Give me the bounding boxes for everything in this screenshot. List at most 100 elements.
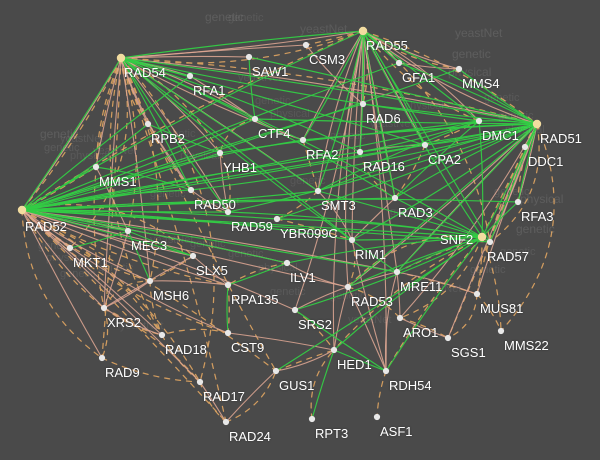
- edge-RAD24-GUS1: [225, 370, 277, 423]
- edge-YHB1-RAD59: [219, 152, 231, 213]
- node-RAD55[interactable]: [358, 26, 368, 36]
- node-MSH6[interactable]: [146, 277, 154, 285]
- node-RAD6[interactable]: [359, 100, 367, 108]
- edge-RAD54-RAD17: [120, 57, 215, 383]
- node-YHB1[interactable]: [216, 149, 224, 157]
- edge-RAD52-YBR099C: [21, 209, 278, 220]
- node-MMS4[interactable]: [455, 65, 463, 73]
- node-RPA135[interactable]: [224, 281, 232, 289]
- node-RAD16[interactable]: [356, 148, 364, 156]
- node-RFA1[interactable]: [186, 72, 194, 80]
- edge-RAD54-RAD55: [120, 30, 364, 59]
- node-RAD51[interactable]: [532, 119, 542, 129]
- edge-RAD24-GUS1: [225, 370, 277, 423]
- edge-RAD51-GFA1: [398, 62, 538, 125]
- node-CSM3[interactable]: [302, 41, 310, 49]
- node-CPA2[interactable]: [421, 141, 429, 149]
- node-RAD24[interactable]: [222, 418, 230, 426]
- edge-RAD51-RAD3: [394, 123, 538, 199]
- node-RAD57[interactable]: [486, 238, 494, 246]
- edge-SNF2-RAD3: [394, 197, 483, 238]
- edge-RAD55-HED1: [332, 30, 364, 351]
- edge-ARO1-SGS1: [399, 317, 449, 339]
- edge-XRS2-RAD18: [103, 307, 163, 336]
- node-XRS2[interactable]: [100, 304, 108, 312]
- node-YBR099C[interactable]: [273, 215, 281, 223]
- edge-DMC1-RAD3: [394, 120, 480, 199]
- edge-RAD54-RAD51: [120, 57, 538, 125]
- edge-RAD52-CTF4: [21, 118, 256, 211]
- node-SAW1[interactable]: [245, 53, 253, 61]
- node-RAD50[interactable]: [187, 186, 195, 194]
- edge-RAD53-ARO1: [347, 286, 401, 319]
- node-GUS1[interactable]: [272, 367, 280, 375]
- node-GFA1[interactable]: [395, 59, 403, 67]
- node-RFA3[interactable]: [514, 198, 522, 206]
- edge-RAD55-CPA2: [362, 30, 426, 146]
- node-SMT3[interactable]: [314, 187, 322, 195]
- node-RAD9[interactable]: [98, 354, 106, 362]
- edge-RAD54-MRE11: [120, 57, 398, 273]
- node-CTF4[interactable]: [251, 115, 259, 123]
- node-RPB2[interactable]: [144, 120, 152, 128]
- node-MUS81[interactable]: [473, 290, 481, 298]
- edge-MSH6-RAD18: [149, 280, 163, 336]
- node-SLX5[interactable]: [189, 252, 197, 260]
- node-CST9[interactable]: [224, 329, 232, 337]
- node-MKT1[interactable]: [66, 244, 74, 252]
- edge-RAD54-MMS1: [95, 57, 122, 168]
- edge-RAD51-RAD50: [190, 123, 538, 191]
- node-RAD53[interactable]: [344, 283, 352, 291]
- node-MRE11[interactable]: [393, 268, 401, 276]
- edge-GFA1-MMS4: [398, 62, 460, 70]
- edge-MUS81-SGS1: [447, 293, 478, 339]
- node-ARO1[interactable]: [396, 314, 404, 322]
- node-RAD17[interactable]: [196, 378, 204, 386]
- edge-SNF2-SMT3: [317, 190, 483, 238]
- edge-GUS1-HED1: [275, 349, 335, 372]
- node-RAD52[interactable]: [17, 205, 27, 215]
- edge-RAD52-GFA1: [21, 62, 400, 211]
- node-RAD18[interactable]: [158, 331, 166, 339]
- node-RPT3[interactable]: [308, 415, 316, 423]
- node-MMS1[interactable]: [92, 163, 100, 171]
- edge-CST9-RAD18: [161, 328, 229, 336]
- node-ASF1[interactable]: [373, 413, 381, 421]
- edge-SNF2-MMS22: [481, 236, 502, 332]
- edge-RAD54-RAD52: [21, 57, 122, 211]
- edge-SMT3-RIM1: [317, 190, 353, 241]
- edge-MEC3-MKT1: [69, 230, 129, 249]
- node-MEC3[interactable]: [124, 227, 132, 235]
- edge-RAD51-SAW1: [248, 56, 538, 125]
- node-SNF2[interactable]: [477, 232, 487, 242]
- nodes-group: [17, 26, 542, 426]
- edge-RAD55-MMS4: [362, 30, 460, 70]
- node-MMS22[interactable]: [497, 327, 505, 335]
- node-SGS1[interactable]: [444, 334, 452, 342]
- edge-RAD52-MSH6: [21, 209, 151, 282]
- edge-SNF2-HED1: [333, 236, 483, 351]
- node-RDH54[interactable]: [382, 367, 390, 375]
- node-DMC1[interactable]: [475, 117, 483, 125]
- node-RAD54[interactable]: [116, 53, 126, 63]
- node-SRS2[interactable]: [291, 306, 299, 314]
- edge-RAD55-RAD3: [362, 30, 396, 199]
- edge-RAD51-CTF4: [254, 118, 538, 125]
- edge-SNF2-HED1: [333, 236, 483, 351]
- edge-RAD51-RFA3: [517, 123, 538, 203]
- node-RAD59[interactable]: [224, 208, 232, 216]
- node-RFA2[interactable]: [299, 136, 307, 144]
- edge-RPT3-HED1: [310, 349, 335, 420]
- edge-SLX5-RPA135: [192, 255, 229, 286]
- node-RIM1[interactable]: [348, 236, 356, 244]
- edge-RAD54-RAD16: [120, 57, 361, 153]
- node-ILV1[interactable]: [283, 259, 291, 267]
- node-DDC1[interactable]: [521, 143, 529, 151]
- node-HED1[interactable]: [330, 346, 338, 354]
- edge-RAD54-RAD55: [120, 30, 364, 59]
- node-RAD3[interactable]: [391, 194, 399, 202]
- edge-RAD55-SNF2: [362, 30, 483, 238]
- edge-MMS1-RAD50: [95, 166, 192, 191]
- edge-ILV1-RPA135: [227, 262, 288, 286]
